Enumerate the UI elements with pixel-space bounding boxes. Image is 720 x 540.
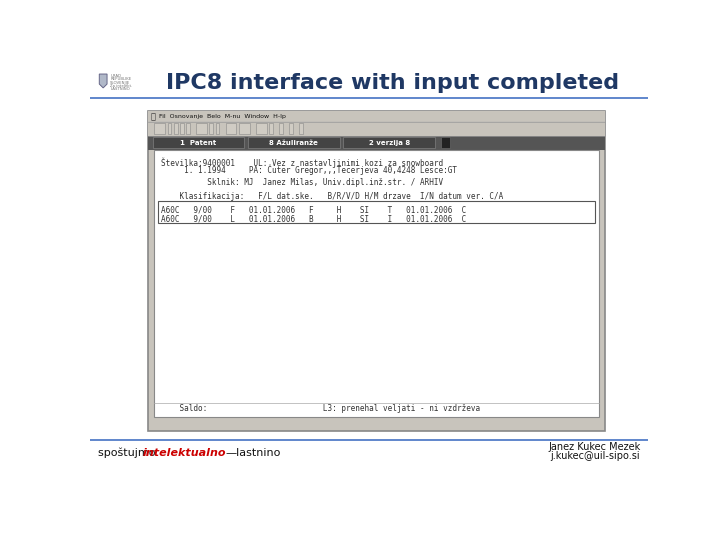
Bar	[269, 123, 273, 134]
Text: intelektualno: intelektualno	[143, 448, 226, 458]
Text: SLOVENIJE: SLOVENIJE	[110, 80, 130, 84]
Text: —lastnino: —lastnino	[225, 448, 281, 458]
Text: REPUBLIKE: REPUBLIKE	[110, 77, 132, 82]
Text: 1. 1.1994     PA: Čuter Gregor,,,Tecerjeva 40,4248 Lesce:GT: 1. 1.1994 PA: Čuter Gregor,,,Tecerjeva 4…	[161, 164, 456, 174]
Bar	[441, 137, 451, 148]
Bar	[154, 123, 165, 134]
Bar	[210, 123, 213, 134]
Text: j.kukec@uil-sipo.si: j.kukec@uil-sipo.si	[551, 451, 640, 461]
Bar	[196, 123, 207, 134]
Text: Janez Kukec Mezek: Janez Kukec Mezek	[548, 442, 640, 453]
Bar	[168, 123, 171, 134]
Text: A60C   9/00    L   01.01.2006   B     H    SI    I   01.01.2006  C: A60C 9/00 L 01.01.2006 B H SI I 01.01.20…	[161, 215, 467, 224]
Bar	[300, 123, 303, 134]
Bar	[225, 123, 236, 134]
Text: Klasifikacija:   F/L dat.ske.   B/R/V/D H/M drzave  I/N datum ver. C/A: Klasifikacija: F/L dat.ske. B/R/V/D H/M …	[161, 192, 503, 201]
Text: 1  Patent: 1 Patent	[181, 139, 217, 146]
Text: IPC8 interface with input completed: IPC8 interface with input completed	[166, 73, 618, 93]
Text: LASTNINO: LASTNINO	[110, 87, 130, 91]
Bar	[215, 123, 220, 134]
Bar	[239, 123, 250, 134]
Text: Sklnik: MJ  Janez Milas, Univ.dipl.inž.str. / ARHIV: Sklnik: MJ Janez Milas, Univ.dipl.inž.st…	[161, 178, 443, 187]
Bar	[180, 123, 184, 134]
Bar	[148, 136, 606, 150]
Text: 2 verzija 8: 2 verzija 8	[369, 139, 410, 146]
Text: URAD: URAD	[110, 74, 121, 78]
Bar	[148, 111, 606, 430]
Text: ⎙: ⎙	[150, 112, 156, 121]
Bar	[148, 122, 606, 136]
Text: Saldo:                         L3: prenehal veljati - ni vzdrževa: Saldo: L3: prenehal veljati - ni vzdržev…	[161, 404, 480, 413]
Text: Fil  Osnovanje  Belo  M-nu  Window  H-lp: Fil Osnovanje Belo M-nu Window H-lp	[159, 114, 286, 119]
Text: Za intelekt.: Za intelekt.	[110, 84, 132, 87]
Bar	[148, 111, 606, 122]
Bar	[343, 137, 435, 148]
Bar	[154, 150, 599, 417]
Bar	[186, 123, 190, 134]
Polygon shape	[99, 74, 107, 88]
Bar	[174, 123, 178, 134]
Bar	[279, 123, 283, 134]
Text: A60C   9/00    F   01.01.2006   F     H    SI    T   01.01.2006  C: A60C 9/00 F 01.01.2006 F H SI T 01.01.20…	[161, 206, 467, 215]
Bar	[153, 137, 244, 148]
Text: spoštujmo: spoštujmo	[98, 448, 158, 458]
Bar	[158, 201, 595, 222]
Bar	[256, 123, 266, 134]
Text: 8 Ažuliranže: 8 Ažuliranže	[269, 139, 318, 146]
Bar	[289, 123, 293, 134]
Text: Številka:9400001    UL: Vez z nastavljinimi kozi za snowboard: Številka:9400001 UL: Vez z nastavljinimi…	[161, 157, 443, 168]
Bar	[248, 137, 340, 148]
